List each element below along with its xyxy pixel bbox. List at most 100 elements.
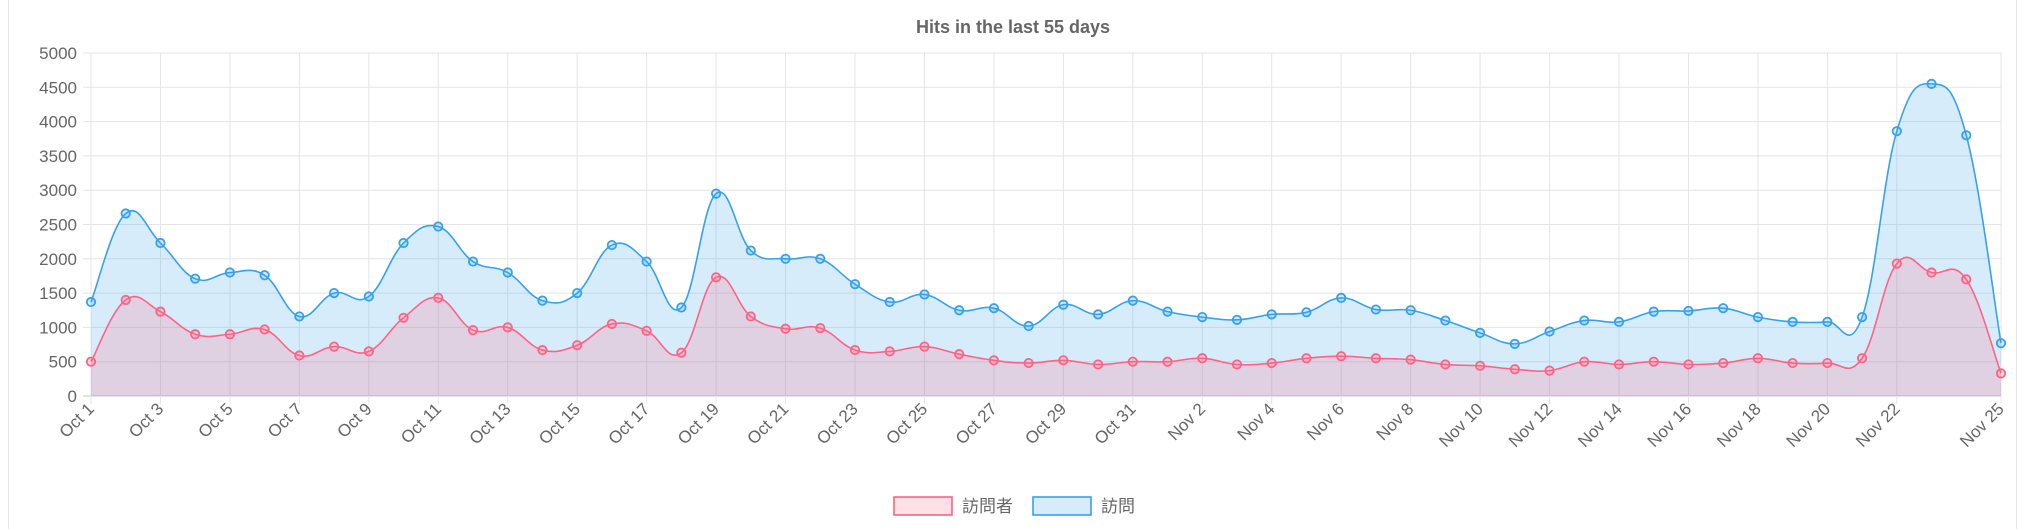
data-point: [224, 329, 236, 340]
data-point: [1266, 357, 1277, 369]
data-point: [988, 355, 1000, 366]
data-point: [502, 322, 513, 333]
data-point: [259, 270, 270, 281]
data-point: [1891, 126, 1902, 137]
data-point: [433, 221, 444, 232]
x-tick-label: Oct 15: [535, 399, 584, 448]
y-tick-label: 1500: [39, 284, 77, 303]
y-tick-label: 3000: [39, 181, 77, 200]
data-point: [1787, 316, 1798, 328]
data-point: [780, 253, 791, 264]
x-tick-label: Nov 25: [1956, 399, 2008, 451]
x-tick-label: Oct 9: [333, 399, 375, 441]
x-tick-label: Nov 20: [1783, 399, 1835, 451]
x-tick-label: Oct 1: [56, 399, 98, 441]
data-point: [1023, 357, 1034, 369]
data-point: [224, 267, 236, 278]
legend-swatch: [1032, 496, 1092, 516]
x-tick-label: Nov 18: [1713, 399, 1765, 451]
data-point: [1961, 130, 1972, 141]
data-point: [1648, 356, 1659, 367]
data-point: [120, 294, 131, 306]
legend-swatch: [893, 496, 953, 516]
data-point: [1718, 303, 1729, 314]
data-point: [85, 356, 97, 367]
data-point: [1544, 326, 1555, 337]
data-point: [1683, 305, 1694, 317]
data-point: [1683, 359, 1694, 370]
legend-label: 訪問: [1101, 497, 1135, 517]
data-point: [1961, 274, 1972, 285]
data-point: [1752, 312, 1764, 323]
y-axis: 0 500 1000 1500 2000 2500 3000 3500 4000 4500 5000: [39, 44, 77, 406]
data-point: [815, 322, 826, 334]
data-point: [1092, 359, 1104, 370]
y-tick-label: 0: [68, 387, 77, 406]
data-point: [1058, 299, 1069, 310]
data-point: [1197, 312, 1208, 323]
data-point: [433, 292, 444, 304]
data-point: [1440, 359, 1451, 370]
x-tick-label: Nov 6: [1303, 399, 1348, 444]
data-point: [1370, 353, 1382, 364]
data-point: [710, 188, 722, 199]
data-point: [606, 318, 618, 330]
data-point: [641, 256, 652, 267]
data-point: [1058, 355, 1069, 366]
data-point: [954, 349, 965, 360]
data-point: [1509, 338, 1520, 349]
data-point: [363, 291, 374, 302]
data-point: [710, 272, 722, 283]
data-point: [155, 306, 166, 317]
data-point: [1822, 357, 1833, 369]
data-point: [641, 325, 652, 336]
series-lines: [90, 82, 2002, 374]
data-point: [363, 346, 374, 357]
data-point: [1926, 267, 1937, 278]
series-areas: [91, 83, 2001, 397]
data-point: [919, 341, 930, 352]
y-tick-label: 4000: [39, 113, 77, 132]
x-tick-label: Oct 7: [264, 399, 306, 441]
data-point: [1266, 309, 1277, 320]
data-point: [1301, 307, 1312, 318]
data-point: [1891, 258, 1902, 269]
x-tick-label: Nov 22: [1852, 399, 1904, 451]
data-point: [155, 237, 166, 249]
line-chart: Hits in the last 55 days 0 500 1000 1500 200…: [39, 17, 2008, 517]
series-area: [91, 83, 2001, 397]
series-points: [85, 78, 2007, 379]
legend-label: 訪問者: [962, 497, 1013, 517]
data-point: [572, 287, 583, 299]
legend: 訪問者 訪問: [893, 496, 1135, 517]
series-area: [91, 257, 2001, 396]
data-point: [676, 302, 687, 313]
data-point: [537, 344, 548, 356]
data-point: [1405, 305, 1416, 316]
data-point: [1474, 327, 1486, 338]
data-point: [259, 324, 270, 335]
data-point: [1162, 356, 1173, 367]
data-point: [190, 273, 201, 284]
x-tick-label: Oct 25: [882, 399, 931, 448]
x-tick-label: Nov 16: [1644, 399, 1696, 451]
data-point: [849, 279, 861, 290]
data-point: [1405, 354, 1416, 365]
data-point: [606, 239, 618, 251]
y-tick-label: 4500: [39, 78, 77, 97]
chart-title: Hits in the last 55 days: [916, 17, 1110, 37]
x-tick-label: Oct 3: [125, 399, 167, 441]
x-tick-label: Oct 31: [1091, 399, 1140, 448]
data-point: [190, 329, 201, 340]
x-tick-label: Nov 4: [1234, 399, 1279, 444]
data-point: [1613, 359, 1625, 370]
x-tick-label: Nov 8: [1373, 399, 1418, 444]
data-point: [815, 253, 826, 264]
data-point: [1231, 314, 1243, 325]
data-point: [1579, 356, 1590, 367]
x-axis: Oct 1 Oct 3 Oct 5 Oct 7 Oct 9 Oct 11 Oct 13 Oct…: [56, 399, 2008, 451]
y-tick-label: 500: [49, 353, 77, 372]
data-point: [1336, 351, 1347, 362]
data-point: [919, 289, 930, 300]
data-point: [294, 311, 305, 322]
